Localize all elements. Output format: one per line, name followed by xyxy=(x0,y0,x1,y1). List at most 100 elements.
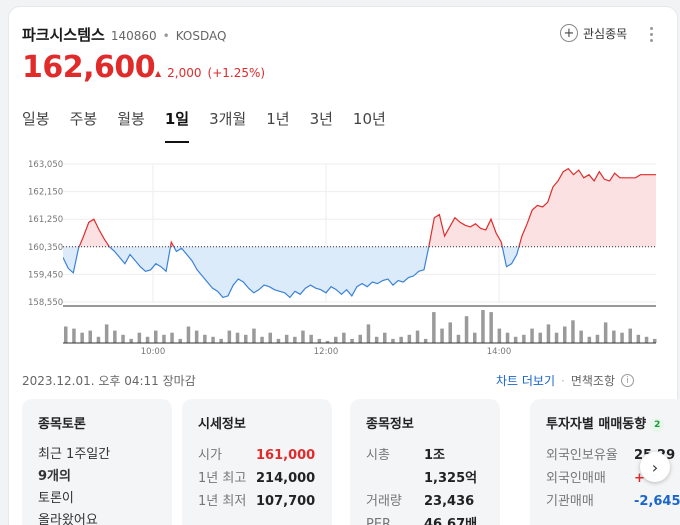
volume-bar xyxy=(513,336,518,343)
volume-bar xyxy=(407,334,412,344)
favorite-button[interactable]: + 관심종목 xyxy=(560,24,627,42)
volume-bar xyxy=(235,332,240,343)
year-low-label: 1년 최저 xyxy=(198,494,247,509)
volume-bar xyxy=(571,320,575,343)
volume-bar xyxy=(342,332,346,343)
x-tick-label: 12:00 xyxy=(314,347,339,355)
volume-bar xyxy=(546,324,551,343)
next-arrow-button[interactable]: › xyxy=(640,452,670,482)
plus-icon: + xyxy=(560,24,578,42)
volume-bar xyxy=(423,338,428,343)
volume-label: 거래량 xyxy=(366,494,402,509)
change-percent: (+1.25%) xyxy=(207,66,266,80)
price-line-up xyxy=(78,167,656,247)
volume-bar xyxy=(219,338,223,343)
tab-1[interactable]: 주봉 xyxy=(69,110,98,128)
price-chart[interactable]: 163,050 162,150 161,250 160,350 159,450 158,5… xyxy=(0,150,680,355)
footer-separator: · xyxy=(561,373,565,388)
disclaimer-link[interactable]: 면책조항 xyxy=(570,374,616,388)
tab-4[interactable]: 3개월 xyxy=(209,110,247,128)
volume-bar xyxy=(80,332,84,343)
tab-7[interactable]: 10년 xyxy=(352,110,386,128)
current-price: 162,600 xyxy=(22,50,156,85)
discussion-line1: 최근 1주일간 xyxy=(38,447,111,462)
x-tick-label: 10:00 xyxy=(141,347,166,355)
tab-0[interactable]: 일봉 xyxy=(22,110,50,128)
volume-bar xyxy=(374,336,379,343)
y-tick-label: 160,350 xyxy=(28,243,63,253)
volume-bar xyxy=(563,326,567,343)
institution-trade-label: 기관매매 xyxy=(546,494,594,509)
volume-bar xyxy=(129,338,133,343)
tab-2[interactable]: 월봉 xyxy=(117,110,145,128)
volume-bar xyxy=(366,324,371,343)
volume-bar xyxy=(595,334,600,344)
discussion-panel[interactable]: 종목토론 최근 1주일간 9개의 토론이 올라왔어요 xyxy=(22,399,172,525)
up-arrow-icon: ▲ xyxy=(155,68,162,78)
volume-bar xyxy=(301,330,305,343)
volume-bar xyxy=(154,330,158,343)
volume-bar xyxy=(170,332,174,343)
investor-badge: 2 xyxy=(650,417,665,432)
separator-dot: • xyxy=(162,29,170,43)
y-tick-label: 163,050 xyxy=(28,160,63,170)
market-info-panel[interactable]: 시세정보 시가 161,000 1년 최고 214,000 1년 최저 107,700 xyxy=(182,399,332,525)
open-value: 161,000 xyxy=(256,448,316,463)
stock-code: 140860 xyxy=(110,29,157,43)
volume-bar xyxy=(96,336,101,343)
tab-6[interactable]: 3년 xyxy=(309,110,333,128)
price-line-down xyxy=(63,246,520,299)
more-chart-link[interactable]: 차트 더보기 xyxy=(496,374,556,388)
volume-bar xyxy=(203,334,207,344)
volume-bar xyxy=(620,332,624,343)
per-label: PER xyxy=(366,517,392,525)
volume-bar xyxy=(162,334,166,344)
volume-bar xyxy=(644,336,649,343)
year-low-value: 107,700 xyxy=(256,494,316,509)
open-label: 시가 xyxy=(198,448,222,463)
volume-bar xyxy=(309,334,313,344)
volume-bar xyxy=(186,326,191,343)
volume-bar xyxy=(334,336,338,343)
volume-bar xyxy=(194,330,199,343)
volume-bar xyxy=(497,328,502,343)
market-cap-label: 시총 xyxy=(366,448,390,463)
volume-bar xyxy=(636,334,641,344)
info-icon[interactable]: i xyxy=(621,374,635,387)
volume-bar xyxy=(399,336,403,343)
change-amount: 2,000 xyxy=(167,66,202,80)
investor-title: 투자자별 매매동향 xyxy=(546,417,647,432)
volume-bar xyxy=(284,334,289,344)
discussion-line3: 토론이 xyxy=(38,491,74,506)
volume-bar xyxy=(383,332,387,343)
stock-name[interactable]: 파크시스템스 xyxy=(22,26,105,44)
volume-bar xyxy=(464,316,469,343)
more-options-icon[interactable] xyxy=(650,27,654,45)
volume-bar xyxy=(587,336,592,343)
volume-bar xyxy=(579,330,583,343)
volume-bar xyxy=(121,334,125,344)
volume-bar xyxy=(440,328,444,343)
discussion-line4: 올라왔어요 xyxy=(38,513,98,525)
stock-info-title: 종목정보 xyxy=(366,417,414,432)
stock-info-panel[interactable]: 종목정보 시총 1조 1,325억 거래량 23,436 PER 46.67배 xyxy=(350,399,500,525)
volume-bar xyxy=(276,338,281,343)
foreign-ratio-label: 외국인보유율 xyxy=(546,448,618,463)
volume-bar xyxy=(505,332,510,343)
volume-bar xyxy=(244,334,248,344)
volume-bar xyxy=(481,310,485,343)
volume-bar xyxy=(456,334,461,344)
y-tick-label: 158,550 xyxy=(28,298,63,308)
volume-bar xyxy=(145,336,150,343)
year-high-label: 1년 최고 xyxy=(198,471,247,486)
tab-3[interactable]: 1일 xyxy=(164,108,190,143)
x-tick-label: 14:00 xyxy=(487,347,512,355)
tab-5[interactable]: 1년 xyxy=(266,110,290,128)
volume-bar xyxy=(178,338,182,343)
volume-bar xyxy=(252,328,256,343)
foreign-trade-value: + xyxy=(634,471,645,486)
stock-header: 파크시스템스 140860 • KOSDAQ xyxy=(22,24,226,45)
volume-bar xyxy=(538,332,542,343)
volume-bar xyxy=(64,326,68,343)
year-high-value: 214,000 xyxy=(256,471,316,486)
